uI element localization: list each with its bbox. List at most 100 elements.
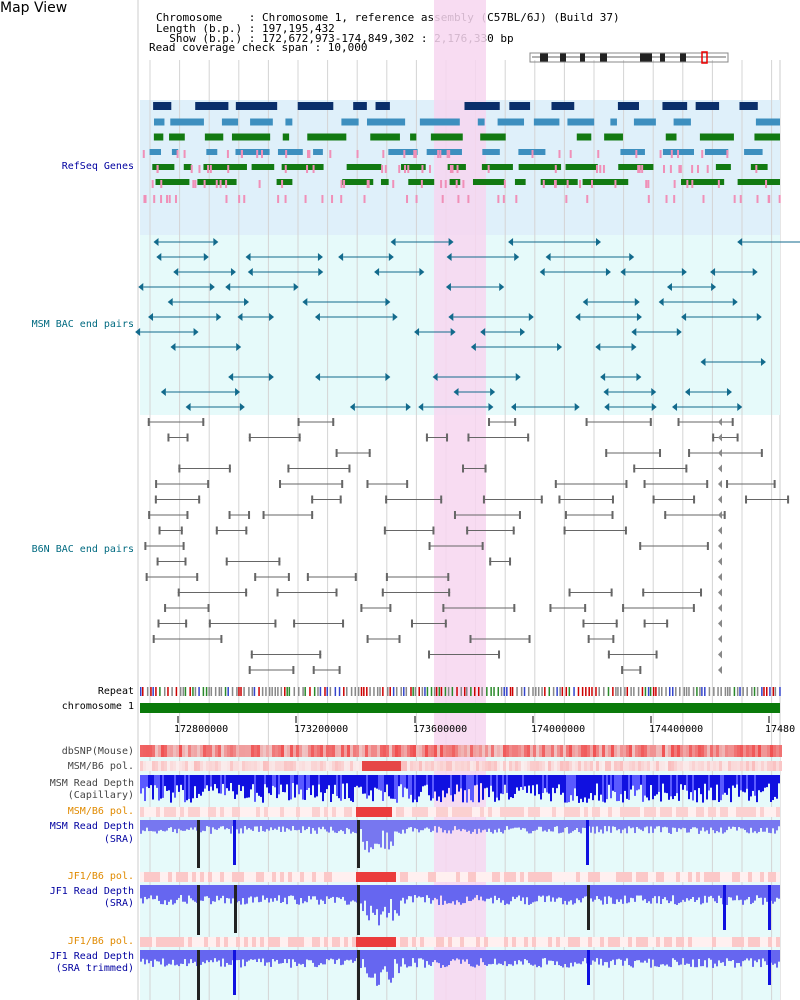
b6n-bac-end: [666, 619, 669, 628]
repeat-element: [720, 687, 722, 696]
gene-feature: [152, 164, 175, 170]
dbsnp-density: [497, 745, 500, 757]
msm-depth-cap-bar: [654, 775, 656, 796]
msm-pol-density: [143, 761, 146, 771]
jf1-pol-density: [552, 872, 556, 882]
jf1-pol-density: [692, 937, 696, 947]
msm-depth-sra-bar: [480, 820, 482, 833]
pink-mark: [614, 180, 617, 188]
jf1-pol-density: [252, 872, 256, 882]
pink-mark: [198, 165, 201, 173]
track-label-msm-bac[interactable]: MSM BAC end pairs: [31, 319, 134, 330]
track-label-b6n-bac[interactable]: B6N BAC end pairs: [31, 544, 134, 555]
msm-pol-density: [776, 761, 779, 771]
b6n-bac-end: [466, 526, 469, 535]
jf1-pol-density: [424, 937, 428, 947]
track-label-msm-b6-pol-2[interactable]: MSM/B6 pol.: [67, 806, 134, 817]
msm-pol-density: [575, 761, 578, 771]
pink-mark: [778, 195, 781, 203]
repeat-element: [751, 687, 753, 696]
track-label-msm-depth-cap[interactable]: MSM Read Depth: [49, 778, 134, 789]
jf1-depth-sra-bar: [474, 885, 476, 898]
repeat-element: [568, 687, 571, 696]
jf1-pol-density: [720, 872, 724, 882]
jf1-depth-trim-bar: [428, 950, 430, 965]
track-label-msm-depth-sra[interactable]: MSM Read Depth: [49, 821, 134, 832]
jf1-depth-sra-bar: [220, 885, 222, 899]
track-label-jf1-depth-sra-sub: (SRA): [103, 898, 134, 909]
msm-pol-density: [728, 807, 732, 817]
msm-bac-end: [302, 298, 308, 306]
b6n-bac-end: [383, 526, 386, 535]
jf1-depth-sra-bar: [290, 885, 292, 896]
jf1-depth-trim-bar: [600, 950, 602, 959]
repeat-element: [647, 687, 650, 696]
jf1-depth-trim-bar: [594, 950, 596, 962]
msm-depth-sra-bar: [442, 820, 444, 833]
msm-depth-cap-bar: [368, 775, 370, 796]
b6n-bac-end: [432, 526, 435, 535]
track-label-jf1-b6-pol-2[interactable]: JF1/B6 pol.: [67, 936, 134, 947]
track-label-jf1-depth-trim[interactable]: JF1 Read Depth: [49, 951, 134, 962]
track-label-dbsnp[interactable]: dbSNP(Mouse): [61, 746, 134, 757]
msm-pol-density: [401, 761, 404, 771]
jf1-depth-sra-bar: [418, 885, 420, 897]
dbsnp-density: [722, 745, 725, 757]
dbsnp-density: [365, 745, 368, 757]
repeat-element: [373, 687, 375, 696]
msm-depth-sra-bar: [756, 820, 758, 834]
msm-depth-cap-bar: [172, 775, 174, 793]
repeat-element: [304, 687, 306, 696]
repeat-element: [210, 687, 213, 696]
msm-pol-density: [528, 807, 532, 817]
jf1-pol-density: [164, 872, 168, 882]
jf1-pol-density: [208, 872, 212, 882]
msm-pol-density: [476, 761, 479, 771]
msm-depth-sra-bar: [382, 820, 384, 831]
repeat-element: [463, 687, 466, 696]
jf1-depth-sra-bar: [482, 885, 484, 901]
track-label-jf1-b6-pol-1[interactable]: JF1/B6 pol.: [67, 871, 134, 882]
jf1-pol-density: [336, 872, 340, 882]
jf1-pol-density: [144, 937, 148, 947]
jf1-pol-density: [180, 872, 184, 882]
jf1-pol-density: [416, 872, 420, 882]
msm-pol-density: [308, 807, 312, 817]
jf1-depth-trim-bar: [502, 950, 504, 966]
jf1-pol-density: [452, 872, 456, 882]
pink-mark: [641, 165, 644, 173]
dbsnp-density: [446, 745, 449, 757]
msm-pol-density: [470, 761, 473, 771]
track-label-msm-b6-pol-1[interactable]: MSM/B6 pol.: [67, 761, 134, 772]
jf1-pol-density: [752, 937, 756, 947]
jf1-depth-trim-bar: [346, 950, 348, 960]
pink-mark: [421, 165, 424, 173]
msm-pol-density: [304, 807, 308, 817]
jf1-pol-density: [684, 872, 688, 882]
msm-pol-density: [659, 761, 662, 771]
jf1-depth-sra-bar: [280, 885, 282, 903]
msm-depth-sra-bar: [214, 820, 216, 830]
b6n-bac-end: [186, 511, 189, 519]
jf1-pol-density: [696, 872, 700, 882]
gene-feature: [251, 164, 275, 170]
jf1-depth-trim-bar: [760, 950, 762, 968]
track-label-refseq[interactable]: RefSeq Genes: [61, 161, 134, 172]
msm-depth-sra-bar: [666, 820, 668, 828]
jf1-depth-trim-bar: [186, 950, 188, 967]
jf1-pol-density: [720, 937, 724, 947]
jf1-pol-density: [540, 937, 544, 947]
msm-depth-cap-bar: [624, 775, 626, 791]
msm-depth-cap-bar: [290, 775, 292, 800]
pink-mark: [673, 180, 676, 188]
pink-mark: [444, 180, 447, 188]
track-label-jf1-depth-sra[interactable]: JF1 Read Depth: [49, 886, 134, 897]
msm-depth-sra-bar: [392, 820, 394, 846]
pink-mark: [407, 165, 410, 173]
msm-depth-sra-bar: [714, 820, 716, 834]
repeat-element: [733, 687, 736, 696]
gene-feature: [481, 164, 513, 170]
jf1-depth-sra-bar: [506, 885, 508, 904]
b6n-bac-end: [228, 464, 231, 473]
msm-depth-sra-bar: [242, 820, 244, 834]
